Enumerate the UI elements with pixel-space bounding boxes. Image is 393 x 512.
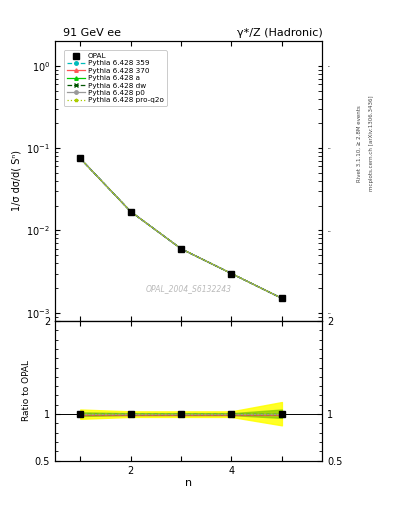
Text: OPAL_2004_S6132243: OPAL_2004_S6132243 xyxy=(146,284,231,293)
Pythia 6.428 pro-q2o xyxy=(128,208,133,215)
Line: Pythia 6.428 a: Pythia 6.428 a xyxy=(79,157,284,300)
Text: 91 GeV ee: 91 GeV ee xyxy=(63,28,121,38)
Pythia 6.428 a xyxy=(128,208,133,215)
Pythia 6.428 a xyxy=(179,246,184,252)
Pythia 6.428 370 xyxy=(128,208,133,215)
Pythia 6.428 pro-q2o xyxy=(279,295,284,302)
Pythia 6.428 359 xyxy=(179,246,184,252)
Pythia 6.428 370 xyxy=(229,270,234,276)
Pythia 6.428 p0 xyxy=(229,270,234,276)
Text: mcplots.cern.ch [arXiv:1306.3436]: mcplots.cern.ch [arXiv:1306.3436] xyxy=(369,96,374,191)
Pythia 6.428 dw xyxy=(179,246,184,252)
Line: Pythia 6.428 359: Pythia 6.428 359 xyxy=(79,157,284,300)
Pythia 6.428 dw xyxy=(279,295,284,302)
Pythia 6.428 p0 xyxy=(78,155,83,161)
Pythia 6.428 dw xyxy=(78,155,83,161)
Pythia 6.428 a xyxy=(279,295,284,302)
Pythia 6.428 a xyxy=(229,270,234,276)
Pythia 6.428 dw xyxy=(229,270,234,276)
Y-axis label: Ratio to OPAL: Ratio to OPAL xyxy=(22,360,31,421)
Legend: OPAL, Pythia 6.428 359, Pythia 6.428 370, Pythia 6.428 a, Pythia 6.428 dw, Pythi: OPAL, Pythia 6.428 359, Pythia 6.428 370… xyxy=(64,50,167,106)
Line: Pythia 6.428 pro-q2o: Pythia 6.428 pro-q2o xyxy=(79,157,284,300)
Pythia 6.428 370 xyxy=(279,295,284,302)
Line: Pythia 6.428 p0: Pythia 6.428 p0 xyxy=(79,157,284,300)
X-axis label: n: n xyxy=(185,478,192,488)
Text: γ*/Z (Hadronic): γ*/Z (Hadronic) xyxy=(237,28,322,38)
Pythia 6.428 359 xyxy=(128,208,133,215)
Pythia 6.428 p0 xyxy=(179,246,184,252)
Y-axis label: 1/σ dσ/d( Sⁿ): 1/σ dσ/d( Sⁿ) xyxy=(12,151,22,211)
Line: Pythia 6.428 dw: Pythia 6.428 dw xyxy=(79,157,284,300)
Line: Pythia 6.428 370: Pythia 6.428 370 xyxy=(79,157,284,300)
Pythia 6.428 pro-q2o xyxy=(179,246,184,252)
Pythia 6.428 dw xyxy=(128,208,133,215)
Pythia 6.428 p0 xyxy=(279,295,284,302)
Pythia 6.428 359 xyxy=(229,270,234,276)
Pythia 6.428 359 xyxy=(78,155,83,161)
Pythia 6.428 370 xyxy=(179,246,184,252)
Pythia 6.428 370 xyxy=(78,155,83,161)
Pythia 6.428 a xyxy=(78,155,83,161)
Pythia 6.428 pro-q2o xyxy=(229,270,234,276)
Pythia 6.428 p0 xyxy=(128,208,133,215)
Text: Rivet 3.1.10, ≥ 2.8M events: Rivet 3.1.10, ≥ 2.8M events xyxy=(357,105,362,182)
Pythia 6.428 pro-q2o xyxy=(78,155,83,161)
Pythia 6.428 359 xyxy=(279,295,284,302)
